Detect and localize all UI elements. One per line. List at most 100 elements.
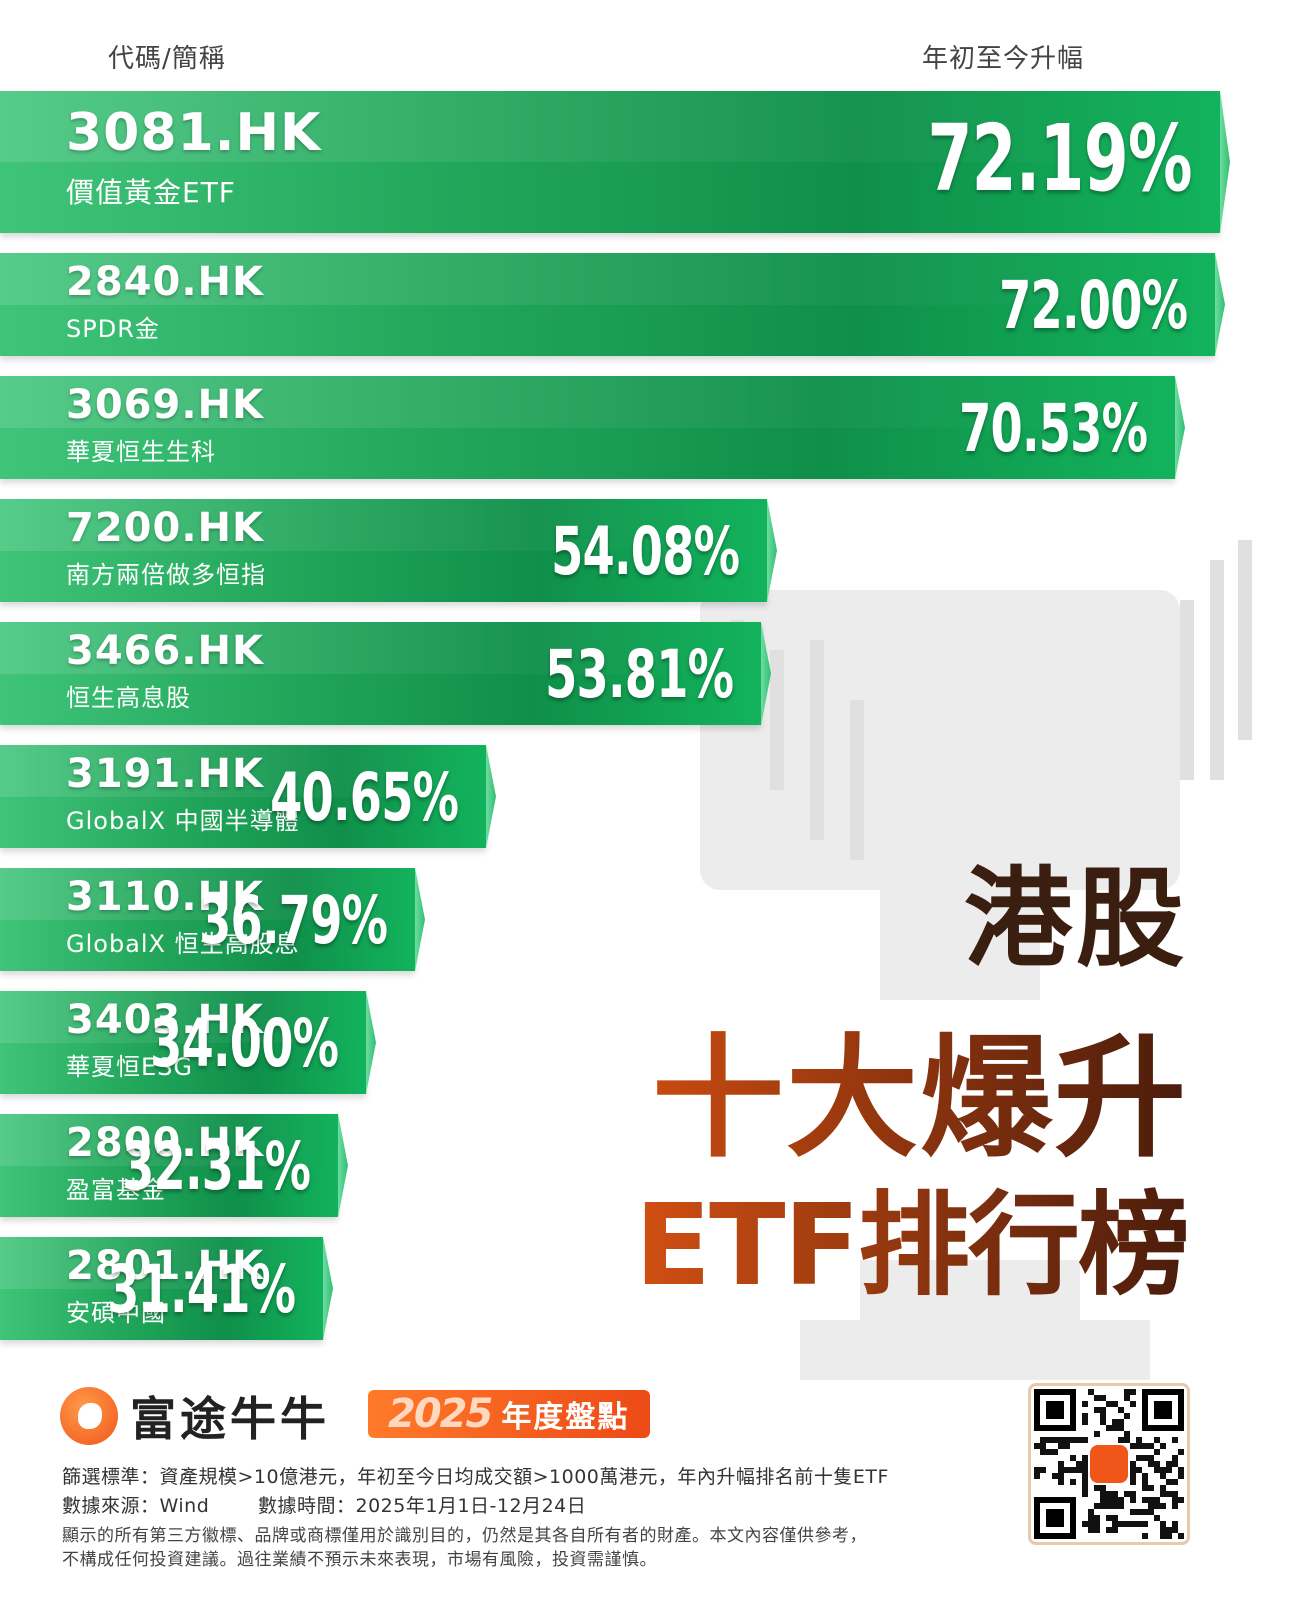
qr-module — [1172, 1497, 1178, 1503]
badge-year: 2025 — [388, 1391, 493, 1437]
qr-module — [1142, 1497, 1148, 1503]
qr-module — [1070, 1455, 1076, 1461]
qr-module — [1160, 1443, 1166, 1449]
qr-module — [1106, 1401, 1112, 1407]
bar-code-label: 3403.HK — [66, 997, 264, 1043]
qr-module — [1040, 1449, 1046, 1455]
qr-module — [1172, 1503, 1178, 1509]
qr-module — [1094, 1527, 1100, 1533]
bar-3069-hk: 3069.HK 華夏恒生生科 70.53% — [0, 376, 1185, 479]
brand-name: 富途牛牛 — [130, 1392, 330, 1446]
bar-tip — [323, 1237, 333, 1340]
qr-module — [1124, 1413, 1130, 1419]
column-header-code: 代碼/簡稱 — [108, 44, 226, 74]
qr-module — [1124, 1431, 1130, 1437]
qr-module — [1160, 1473, 1166, 1479]
qr-module — [1100, 1413, 1106, 1419]
qr-module — [1130, 1479, 1136, 1485]
qr-module — [1130, 1491, 1136, 1497]
bar-name-label: 恒生高息股 — [66, 684, 191, 712]
bar-code-label: 3191.HK — [66, 751, 264, 797]
qr-module — [1046, 1437, 1052, 1443]
qr-module — [1118, 1425, 1124, 1431]
qr-module — [1154, 1503, 1160, 1509]
qr-module — [1148, 1503, 1154, 1509]
qr-module — [1142, 1521, 1148, 1527]
bar-name-label: 華夏恒生生科 — [66, 438, 216, 466]
qr-code-pattern — [1034, 1389, 1184, 1539]
bar-shine — [0, 376, 1175, 428]
qr-module — [1100, 1503, 1106, 1509]
qr-module — [1166, 1461, 1172, 1467]
qr-module — [1040, 1443, 1046, 1449]
bar-name-label: 南方兩倍做多恒指 — [66, 561, 266, 589]
bar-value-label: 40.65% — [269, 759, 459, 836]
bar-code-label: 2800.HK — [66, 1120, 264, 1166]
qr-module — [1142, 1443, 1148, 1449]
qr-module — [1166, 1533, 1172, 1539]
qr-module — [1106, 1527, 1112, 1533]
qr-finder — [1046, 1401, 1064, 1419]
qr-module — [1034, 1443, 1040, 1449]
bar-shine — [0, 868, 415, 920]
qr-module — [1136, 1521, 1142, 1527]
bar-value-label: 70.53% — [958, 390, 1148, 467]
qr-code[interactable] — [1028, 1383, 1190, 1545]
qr-module — [1172, 1527, 1178, 1533]
qr-module — [1052, 1449, 1058, 1455]
qr-module — [1166, 1479, 1172, 1485]
qr-module — [1142, 1509, 1148, 1515]
qr-module — [1100, 1407, 1106, 1413]
qr-module — [1178, 1449, 1184, 1455]
qr-module — [1178, 1497, 1184, 1503]
qr-module — [1154, 1497, 1160, 1503]
qr-module — [1100, 1395, 1106, 1401]
qr-module — [1082, 1455, 1088, 1461]
qr-module — [1082, 1473, 1088, 1479]
qr-module — [1082, 1485, 1088, 1491]
qr-module — [1130, 1443, 1136, 1449]
qr-module — [1130, 1509, 1136, 1515]
qr-module — [1106, 1491, 1112, 1497]
futu-bull-icon — [60, 1387, 118, 1445]
qr-module — [1148, 1485, 1154, 1491]
bar-tip — [415, 868, 425, 971]
bar-value-label: 72.00% — [998, 267, 1188, 344]
bar-3191-hk: 3191.HK GlobalX 中國半導體 40.65% — [0, 745, 496, 848]
column-header-gain: 年初至今升幅 — [922, 44, 1085, 74]
bar-shine — [0, 745, 486, 797]
title-line-1: 港股 — [963, 857, 1188, 982]
qr-module — [1124, 1491, 1130, 1497]
bar-7200-hk: 7200.HK 南方兩倍做多恒指 54.08% — [0, 499, 777, 602]
qr-center-logo-icon — [1090, 1445, 1128, 1483]
qr-module — [1154, 1515, 1160, 1521]
bar-3403-hk: 3403.HK 華夏恒ESG 34.00% — [0, 991, 376, 1094]
qr-module — [1088, 1389, 1094, 1395]
footer-disclaimer-2: 不構成任何投資建議。過往業績不預示未來表現，市場有風險，投資需謹慎。 — [62, 1550, 657, 1570]
title-line-2: 十大爆升 — [652, 992, 1188, 1183]
bar-3110-hk: 3110.HK GlobalX 恒生高股息 36.79% — [0, 868, 425, 971]
qr-module — [1094, 1521, 1100, 1527]
qr-module — [1076, 1467, 1082, 1473]
qr-module — [1172, 1479, 1178, 1485]
qr-module — [1100, 1485, 1106, 1491]
bar-2801-hk: 2801.HK 安碩中國 31.41% — [0, 1237, 333, 1340]
qr-finder — [1154, 1401, 1172, 1419]
qr-module — [1100, 1491, 1106, 1497]
qr-module — [1148, 1497, 1154, 1503]
qr-module — [1088, 1515, 1094, 1521]
qr-module — [1082, 1413, 1088, 1419]
qr-module — [1088, 1521, 1094, 1527]
bar-value-label: 31.41% — [106, 1251, 296, 1328]
qr-module — [1100, 1497, 1106, 1503]
qr-module — [1178, 1467, 1184, 1473]
qr-module — [1034, 1467, 1040, 1473]
qr-module — [1082, 1461, 1088, 1467]
qr-module — [1124, 1395, 1130, 1401]
qr-module — [1094, 1515, 1100, 1521]
qr-module — [1142, 1455, 1148, 1461]
qr-module — [1094, 1395, 1100, 1401]
qr-module — [1058, 1437, 1064, 1443]
qr-module — [1172, 1491, 1178, 1497]
qr-module — [1034, 1473, 1040, 1479]
